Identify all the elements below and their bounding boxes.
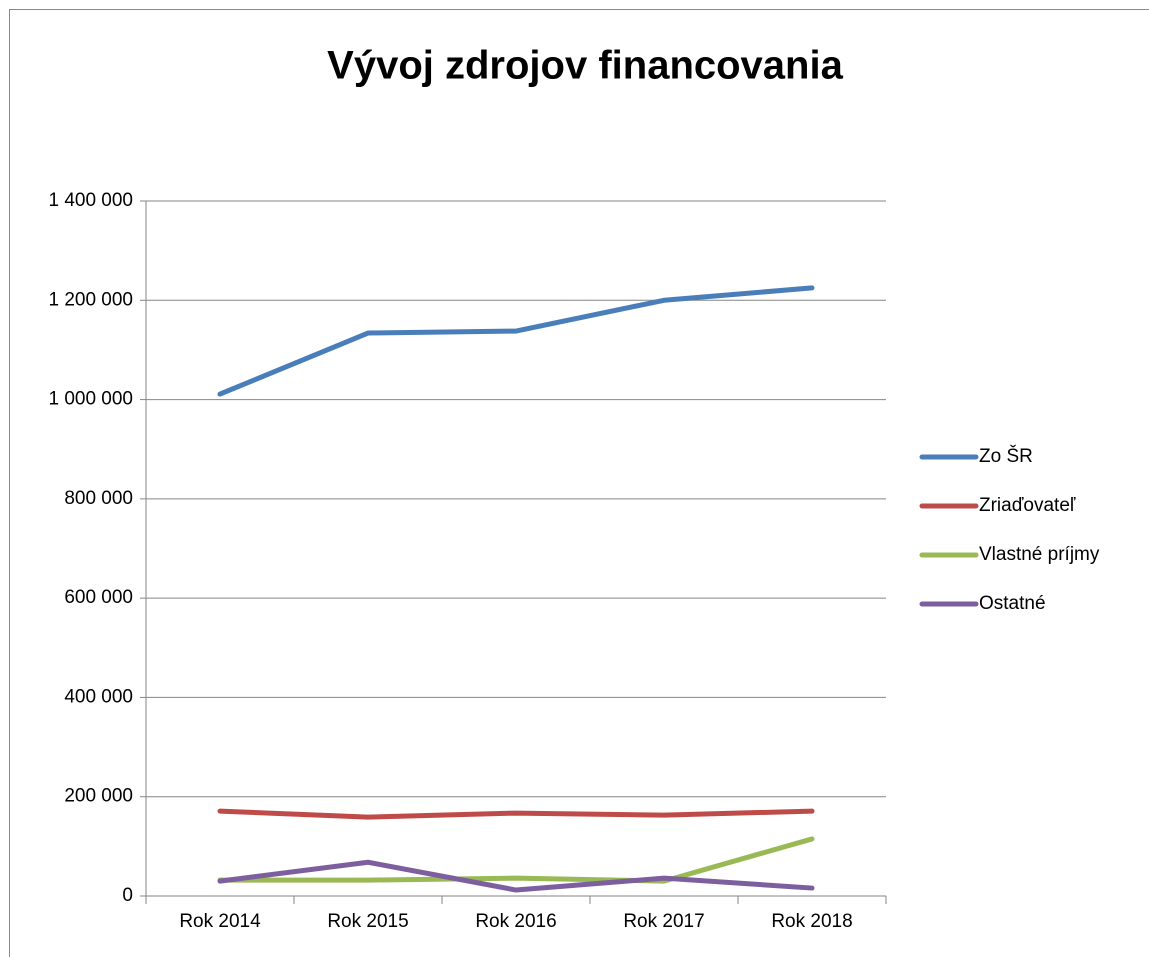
x-tick-label: Rok 2017 — [623, 911, 704, 932]
legend-label: Ostatné — [979, 593, 1046, 614]
y-tick-label: 1 200 000 — [48, 289, 133, 310]
series-line — [217, 859, 815, 893]
series-line — [217, 836, 815, 884]
x-tick-label: Rok 2016 — [475, 911, 556, 932]
x-tick-label: Rok 2018 — [771, 911, 852, 932]
chart-frame — [9, 9, 1149, 957]
y-tick-label: 800 000 — [64, 488, 133, 509]
y-tick-label: 1 400 000 — [48, 190, 133, 211]
x-tick-label: Rok 2015 — [327, 911, 408, 932]
y-tick-label: 0 — [122, 885, 133, 906]
legend-label: Zriaďovateľ — [979, 495, 1076, 516]
legend-label: Zo ŠR — [979, 445, 1033, 467]
legend-label: Vlastné príjmy — [979, 544, 1100, 565]
series-line — [217, 285, 815, 397]
y-tick-label: 600 000 — [64, 587, 133, 608]
x-tick-label: Rok 2014 — [179, 911, 261, 932]
y-tick-label: 400 000 — [64, 686, 133, 707]
series-line — [217, 808, 815, 820]
chart-title: Vývoj zdrojov financovania — [327, 44, 843, 88]
y-tick-label: 1 000 000 — [48, 389, 133, 410]
y-tick-label: 200 000 — [64, 786, 133, 807]
